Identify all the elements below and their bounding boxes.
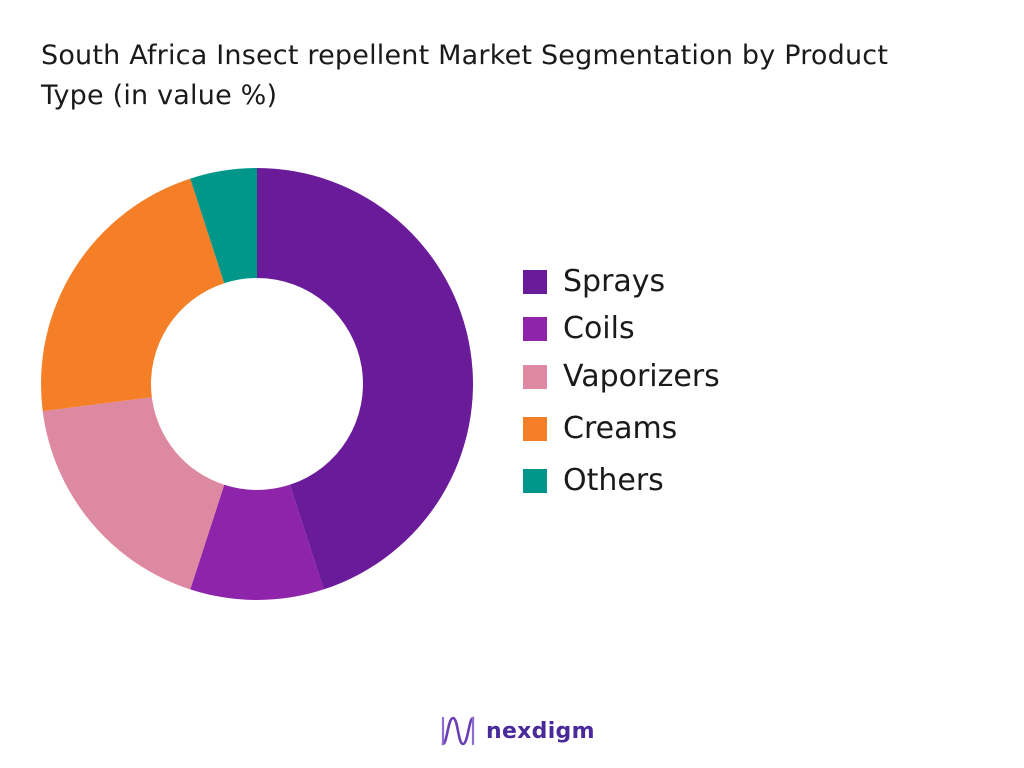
legend-swatch-sprays [523, 270, 547, 294]
slice-sprays [257, 168, 474, 590]
brand-logo: nexdigm [440, 714, 595, 748]
legend-swatch-vaporizers [523, 365, 547, 389]
legend-swatch-coils [523, 317, 547, 341]
legend-item-others: Others [523, 461, 664, 501]
legend-swatch-creams [523, 417, 547, 441]
slice-creams [41, 178, 225, 412]
nexdigm-wave-logo-icon [441, 716, 475, 746]
slice-vaporizers [42, 397, 225, 590]
legend-label-vaporizers: Vaporizers [563, 359, 720, 394]
slice-coils [190, 484, 324, 600]
legend-item-vaporizers: Vaporizers [523, 357, 720, 397]
legend-item-coils: Coils [523, 309, 635, 349]
legend-item-creams: Creams [523, 409, 677, 449]
legend-label-others: Others [563, 463, 664, 498]
legend-label-creams: Creams [563, 411, 678, 446]
slice-others [190, 168, 257, 284]
legend-label-coils: Coils [563, 311, 635, 346]
chart-title: South Africa Insect repellent Market Seg… [41, 40, 889, 111]
legend-swatch-others [523, 469, 547, 493]
legend-item-sprays: Sprays [523, 262, 665, 302]
brand-name: nexdigm [486, 718, 595, 744]
legend-label-sprays: Sprays [563, 264, 666, 299]
